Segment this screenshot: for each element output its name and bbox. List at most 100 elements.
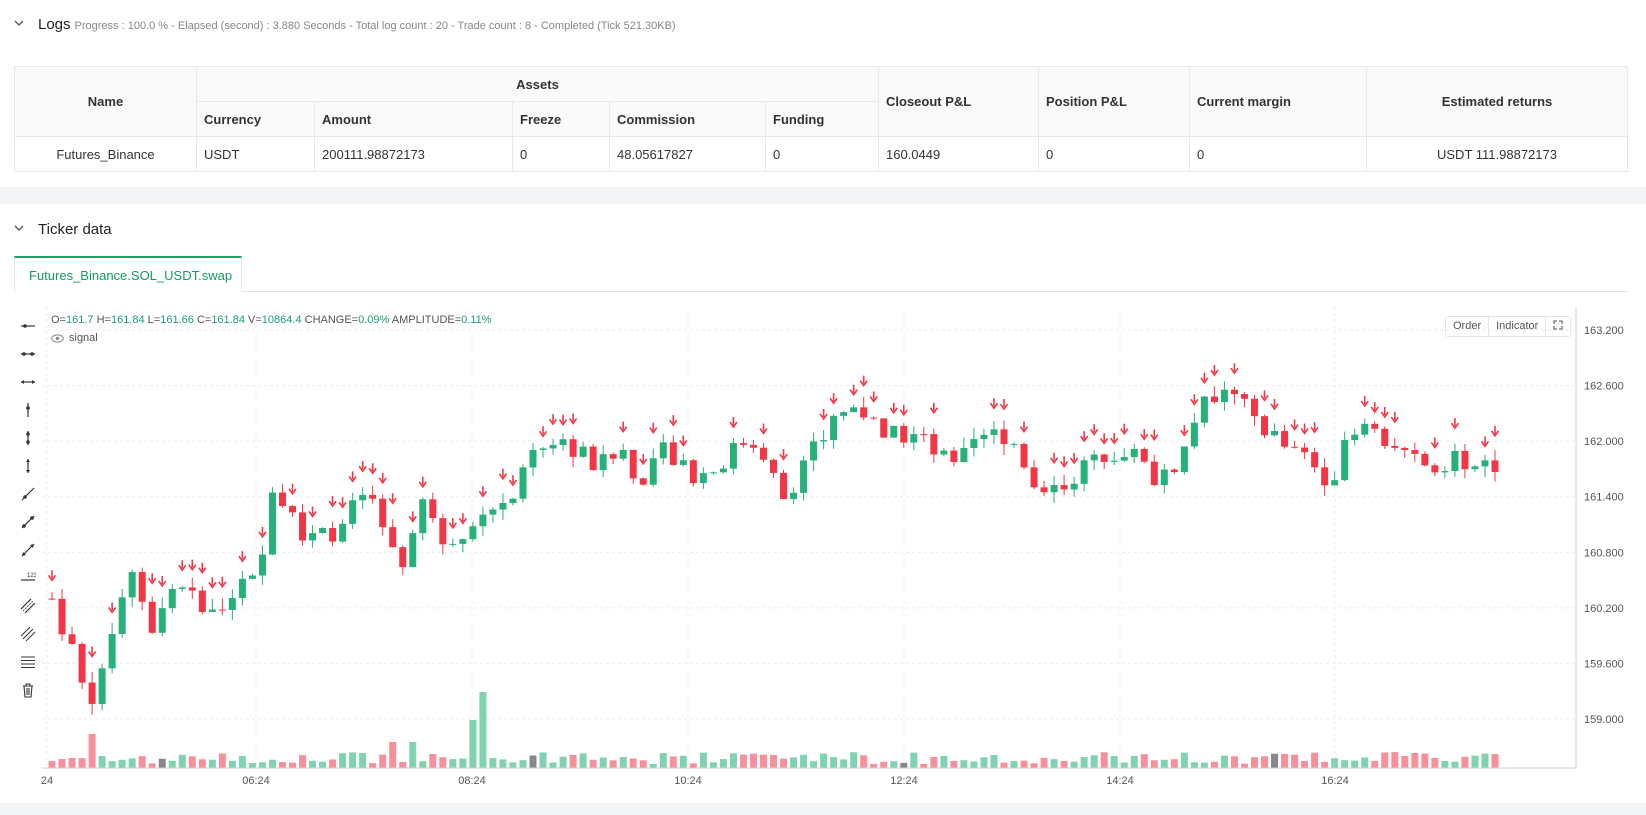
volume-bar [709,762,717,768]
candle-up [970,439,978,449]
candle-up [1481,460,1489,467]
volume-bar [549,762,557,768]
signal-arrow-down [1480,436,1490,448]
volume-bar [509,762,517,768]
volume-bar [1351,760,1359,768]
candle-up [559,439,567,445]
fib-levels-icon[interactable] [14,648,42,676]
candle-down [739,443,747,445]
volume-bar [699,752,707,768]
candle-up [619,449,627,459]
ticker-header[interactable]: Ticker data [14,221,112,238]
signal-arrow-down [1210,365,1219,377]
candle-up [529,449,537,468]
candle-down [1240,394,1248,399]
volume-bar [800,754,808,768]
candle-down [218,609,226,611]
candle-up [168,588,176,609]
ohlc-close-label: C= [196,314,212,326]
candle-up [1190,422,1198,447]
cell-name: Futures_Binance [14,136,197,172]
price-range-icon[interactable]: 123 [14,564,42,592]
candle-up [489,509,497,515]
candle-up [800,460,808,493]
candle-down [1261,416,1269,436]
volume-bar [1451,761,1459,768]
candle-up [960,448,968,463]
signal-legend[interactable]: signal [51,332,98,344]
candle-up [238,578,246,599]
candle-up [659,442,667,459]
signal-arrow-down [1230,363,1239,375]
signal-arrow-down [568,413,578,425]
volume-bar [870,763,878,768]
volume-bar [519,760,527,768]
candle-down [589,446,597,471]
cell-estimated-returns: USDT 111.98872173 [1366,136,1628,172]
volume-bar [1391,752,1399,768]
vertical-line-icon[interactable] [14,452,42,480]
candle-up [830,415,838,441]
volume-bar [629,758,637,768]
volume-bar [1301,760,1309,768]
candle-down [58,598,66,635]
ticker-tabbar: Futures_Binance.SOL_USDT.swap [14,256,1628,292]
candles [48,381,1499,715]
trend-line-icon[interactable] [14,536,42,564]
col-amount: Amount [314,101,513,137]
volume-bar [1020,760,1028,768]
table-row: Futures_Binance USDT 200111.98872173 0 4… [14,136,1628,172]
indicator-button[interactable]: Indicator [1489,317,1547,336]
candle-down [78,643,86,683]
price-tick-label: 163.200 [1584,325,1624,337]
candle-down [880,418,888,438]
volume-bar [1491,754,1499,768]
volume-bar [759,754,767,768]
horizontal-line-icon[interactable] [14,368,42,396]
order-button[interactable]: Order [1446,317,1490,336]
fullscreen-icon[interactable] [1546,317,1570,336]
fib-channel-icon[interactable] [14,620,42,648]
tab-sol-usdt-swap[interactable]: Futures_Binance.SOL_USDT.swap [14,256,242,292]
volume-bar [1070,761,1078,768]
candle-up [940,450,948,455]
volume-bar [1431,757,1439,768]
horizontal-ray-icon[interactable] [14,312,42,340]
volume-bar [529,755,537,768]
volume-bar [278,762,286,768]
time-tick-label: 08:24 [458,775,486,787]
volume-bar [920,763,928,768]
logs-header[interactable]: Logs Progress : 100.0 % - Elapsed (secon… [14,16,676,33]
trash-icon[interactable] [14,676,42,704]
signal-arrow-down [989,398,999,410]
parallel-channel-icon[interactable] [14,592,42,620]
volume-bar [990,755,998,768]
vertical-segment-icon[interactable] [14,424,42,452]
trend-segment-icon[interactable] [14,508,42,536]
chevron-down-icon[interactable] [14,223,24,233]
signal-arrow-down [328,496,337,508]
volume-bar [910,752,918,768]
horizontal-segment-icon[interactable] [14,340,42,368]
volume-bar [489,758,497,768]
candle-down [1421,453,1429,466]
signal-arrow-down [1490,425,1500,438]
vertical-ray-icon[interactable] [14,396,42,424]
trend-ray-icon[interactable] [14,480,42,508]
chevron-down-icon[interactable] [14,18,24,28]
signal-arrow-down [1200,372,1209,385]
candle-up [228,598,236,610]
cell-closeout-pnl: 160.0449 [878,136,1039,172]
candle-up [1441,471,1449,473]
signal-arrow-down [1090,424,1099,436]
signal-arrow-down [1100,433,1109,445]
time-tick-label: 16:24 [1321,775,1349,787]
volume-bar [1090,755,1098,768]
candle-up [108,634,116,669]
candle-down [329,528,337,542]
volume-bar [669,756,677,768]
eye-icon[interactable] [51,333,64,343]
candle-down [1461,450,1469,470]
candle-down [278,492,286,507]
